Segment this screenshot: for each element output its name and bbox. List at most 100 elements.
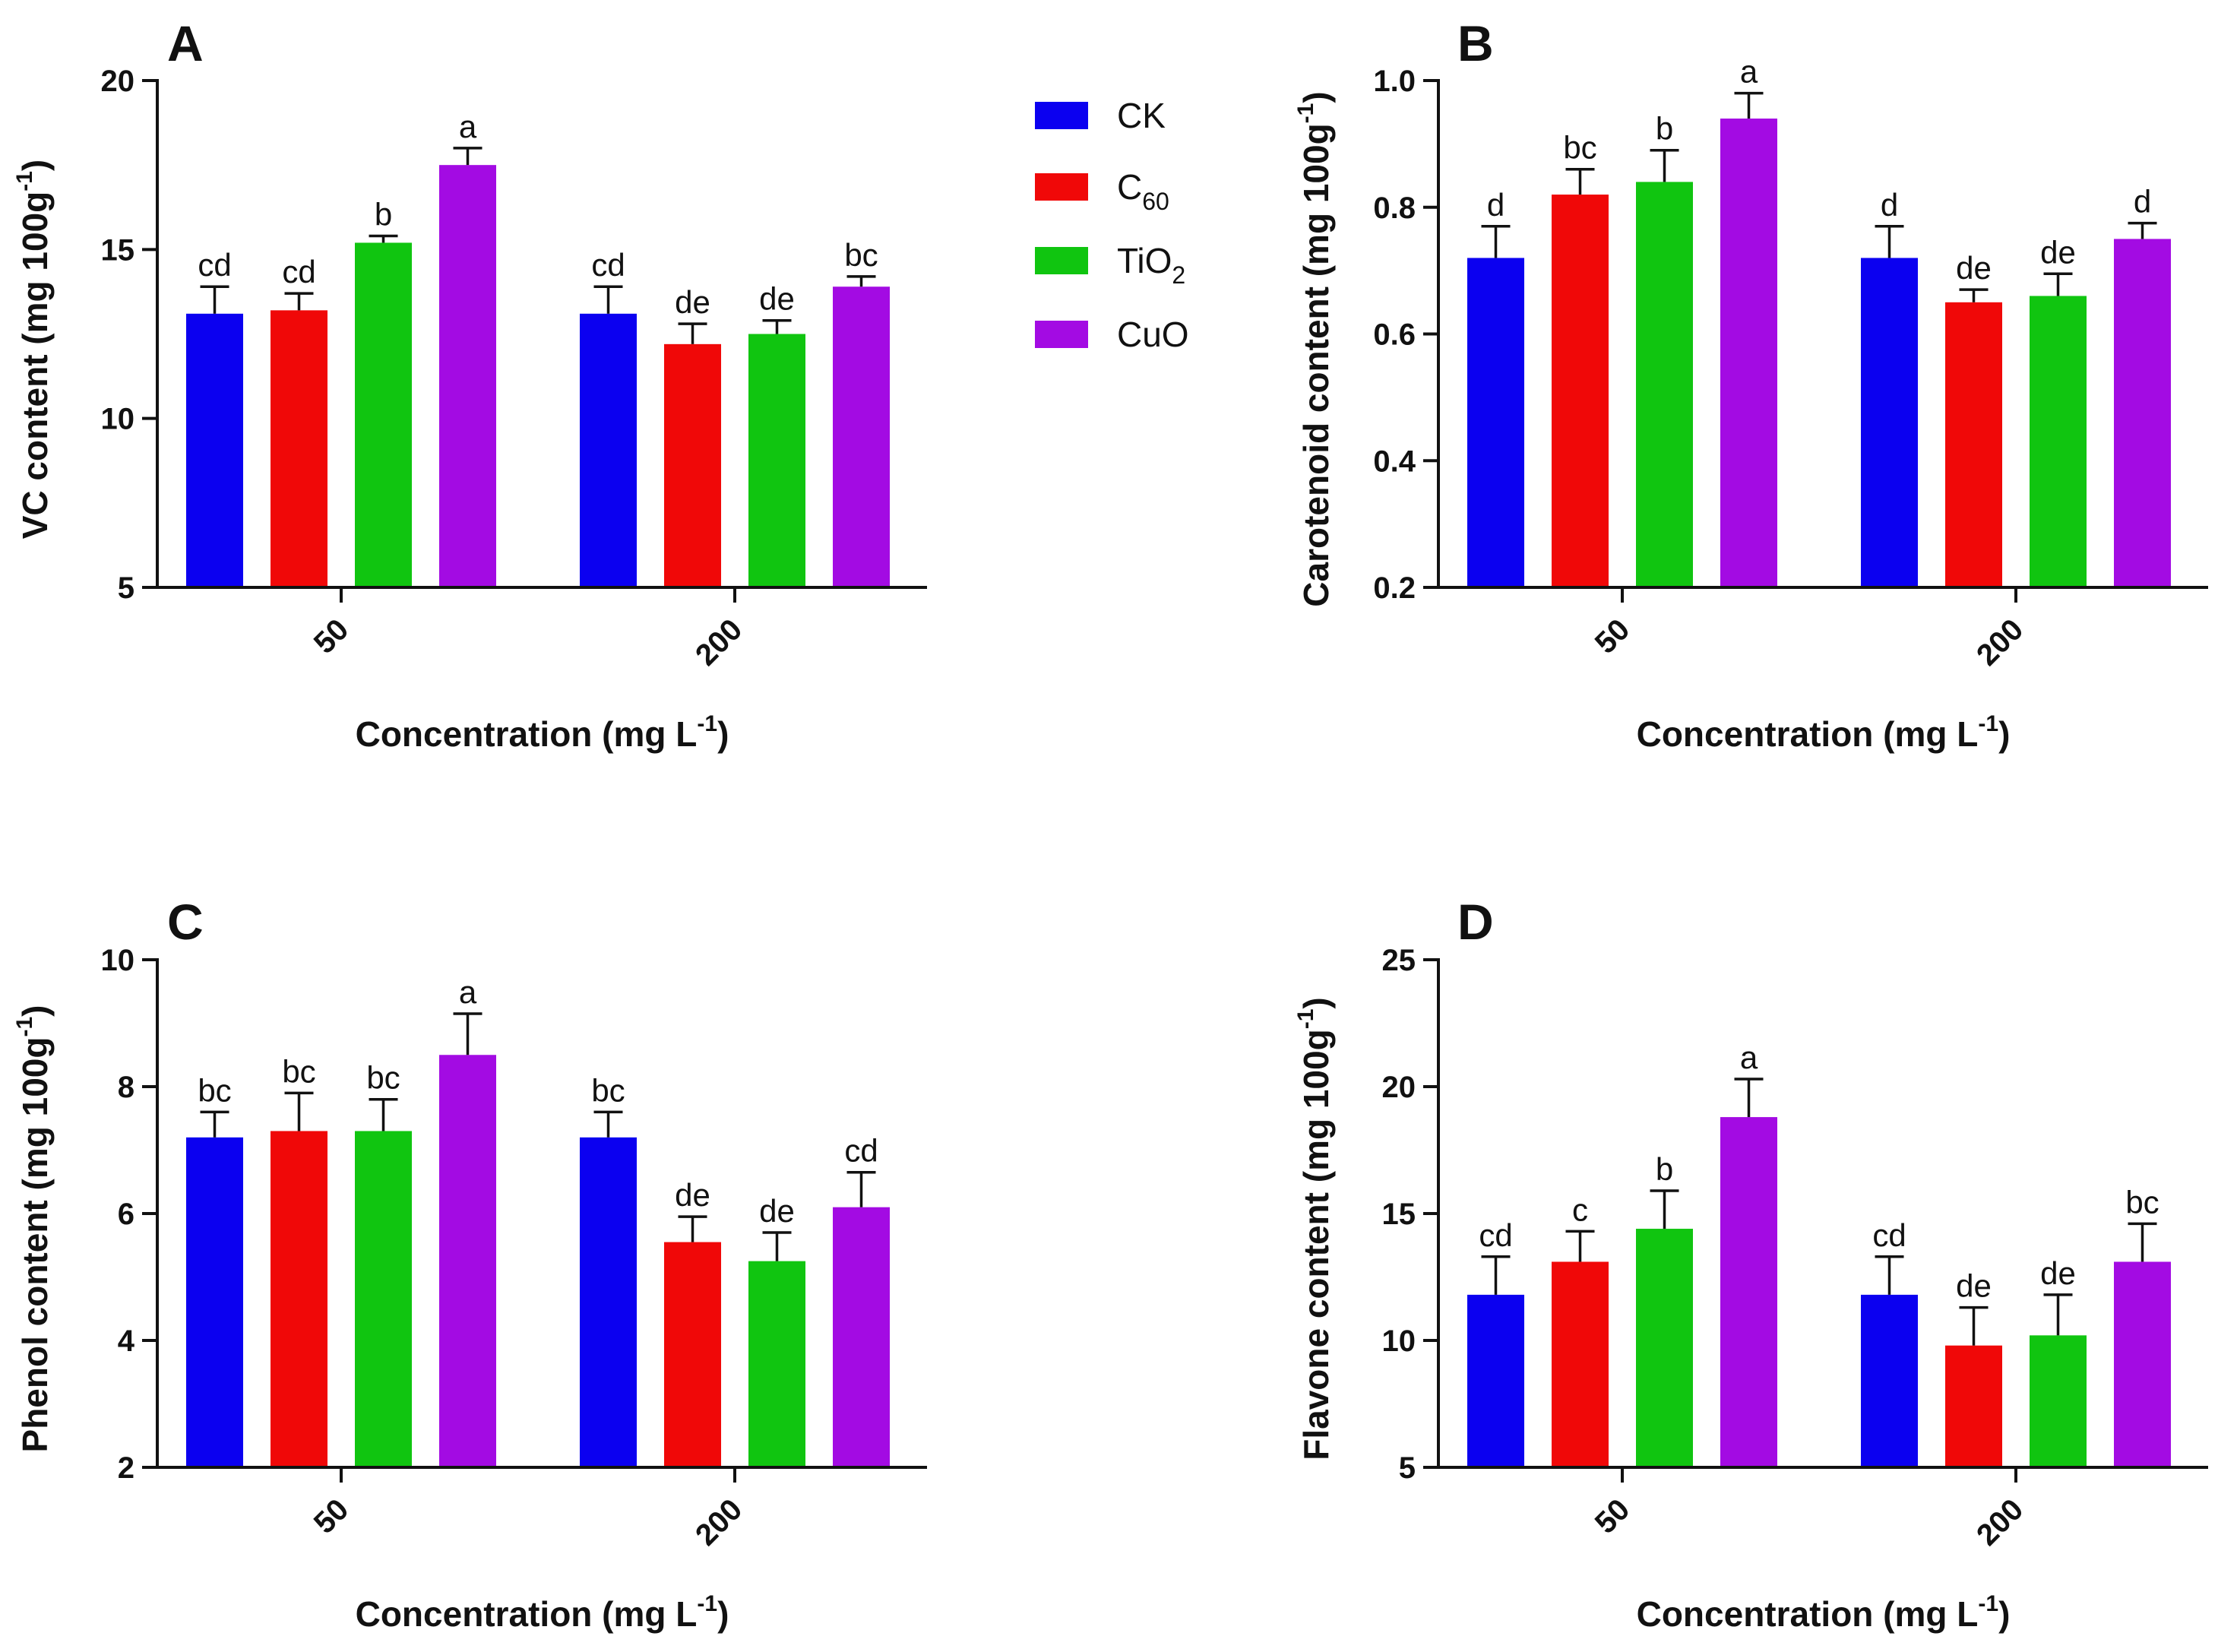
bar	[355, 1131, 412, 1467]
y-axis-title-close: )	[1296, 91, 1336, 103]
x-tick-label: 50	[1589, 612, 1637, 660]
significance-label: cd	[198, 247, 231, 283]
legend: CK C60 TiO2 CuO	[1035, 96, 1189, 354]
bar	[1467, 258, 1524, 587]
y-tick-label: 15	[101, 233, 135, 267]
x-tick-label: 200	[1970, 1492, 2030, 1552]
significance-label: bc	[198, 1072, 231, 1108]
y-axis-title-close: )	[1296, 997, 1336, 1008]
x-tick-label: 50	[1589, 1492, 1637, 1540]
bar	[2114, 239, 2171, 587]
bar	[1945, 302, 2002, 587]
significance-label: a	[1740, 1040, 1758, 1075]
bar	[833, 1207, 890, 1467]
significance-label: c	[1572, 1192, 1588, 1227]
y-tick-label: 0.4	[1373, 445, 1416, 478]
significance-label: b	[1656, 111, 1673, 147]
bar	[1720, 1117, 1777, 1467]
panel-label: B	[1457, 15, 1494, 71]
significance-label: de	[759, 1193, 795, 1229]
bar	[439, 165, 496, 587]
x-axis-title-close: )	[1998, 714, 2010, 754]
significance-label: cd	[844, 1133, 878, 1169]
bar	[186, 1137, 243, 1467]
y-tick-label: 20	[1382, 1071, 1416, 1104]
y-tick-label: 20	[101, 65, 135, 98]
legend-swatch	[1035, 173, 1088, 201]
x-axis-title-sup: -1	[697, 711, 717, 736]
significance-label: a	[1740, 54, 1758, 90]
bar	[271, 310, 327, 587]
bar	[439, 1055, 496, 1467]
x-axis-title-sup: -1	[1978, 1591, 1998, 1616]
y-tick-label: 2	[118, 1451, 134, 1485]
y-tick-label: 5	[1399, 1451, 1416, 1485]
y-tick-label: 10	[101, 403, 135, 436]
x-axis-title-close: )	[717, 1594, 729, 1634]
y-axis-title: VC content (mg 100g-1)	[12, 160, 55, 540]
significance-label: d	[1487, 187, 1505, 223]
significance-label: a	[459, 109, 477, 144]
x-tick-label: 200	[689, 1492, 748, 1552]
y-tick-label: 10	[101, 944, 135, 977]
legend-label: C60	[1117, 167, 1169, 215]
y-tick-label: 15	[1382, 1198, 1416, 1231]
y-tick-label: 5	[118, 571, 134, 605]
x-axis-title: Concentration (mg L-1)	[356, 1591, 729, 1634]
significance-label: bc	[844, 237, 878, 273]
panel-label: C	[167, 894, 204, 950]
legend-label: CK	[1117, 96, 1166, 135]
significance-label: cd	[1872, 1217, 1906, 1253]
x-tick-label: 200	[1970, 612, 2030, 672]
x-axis-title: Concentration (mg L-1)	[1637, 1591, 2011, 1634]
bar	[2030, 296, 2087, 587]
y-axis-title-sup: -1	[1293, 103, 1318, 124]
significance-label: cd	[591, 247, 625, 283]
bar	[1552, 1261, 1609, 1467]
bar	[271, 1131, 327, 1467]
legend-label-sub: 60	[1142, 188, 1169, 215]
bar	[1467, 1294, 1524, 1467]
y-axis-title-close: )	[15, 160, 55, 171]
panel-label: D	[1457, 894, 1494, 950]
significance-label: de	[1956, 1268, 1992, 1304]
x-tick-label: 50	[308, 1492, 356, 1540]
significance-label: bc	[282, 1053, 315, 1089]
significance-label: bc	[2125, 1184, 2159, 1220]
bar	[1636, 182, 1693, 587]
y-tick-label: 6	[118, 1198, 134, 1231]
chart-panel-A: Acd cd cd de b de a bc 5 10 15 20 50 200 Concentration…	[12, 15, 927, 754]
y-tick-label: 8	[118, 1071, 134, 1104]
legend-swatch	[1035, 247, 1088, 274]
significance-label: d	[1881, 187, 1898, 223]
significance-label: de	[2040, 234, 2076, 270]
y-tick-label: 10	[1382, 1324, 1416, 1358]
bar	[1720, 119, 1777, 587]
y-tick-label: 1.0	[1373, 65, 1416, 98]
y-tick-label: 0.6	[1373, 318, 1416, 352]
legend-swatch	[1035, 102, 1088, 129]
chart-panel-B: Bd d bc de b de a d 0.2 0.4 0.6 0.8 1.0 50 200 Concentr…	[1293, 15, 2208, 754]
bar	[1636, 1229, 1693, 1467]
x-tick-label: 200	[689, 612, 748, 672]
bar	[664, 1242, 721, 1467]
bar	[2030, 1335, 2087, 1467]
significance-label: de	[675, 284, 710, 320]
legend-label-sub: 2	[1172, 261, 1185, 289]
significance-label: bc	[366, 1060, 400, 1096]
chart-panel-C: Cbc bc bc de bc de a cd 2 4 6 8 10 50 200 Concentration…	[12, 894, 927, 1634]
significance-label: cd	[282, 254, 315, 290]
significance-label: b	[1656, 1151, 1673, 1187]
x-axis-title-sup: -1	[1978, 711, 1998, 736]
y-tick-label: 25	[1382, 944, 1416, 977]
panel-label: A	[167, 15, 204, 71]
bar	[1861, 258, 1918, 587]
legend-label: CuO	[1117, 315, 1189, 354]
y-axis-title: Phenol content (mg 100g-1)	[12, 1005, 55, 1453]
y-axis-title-close: )	[15, 1005, 55, 1017]
significance-label: de	[1956, 250, 1992, 286]
significance-label: bc	[1563, 130, 1596, 166]
legend-label: TiO2	[1117, 241, 1185, 289]
y-axis-title: Flavone content (mg 100g-1)	[1293, 997, 1336, 1460]
significance-label: cd	[1479, 1217, 1512, 1253]
